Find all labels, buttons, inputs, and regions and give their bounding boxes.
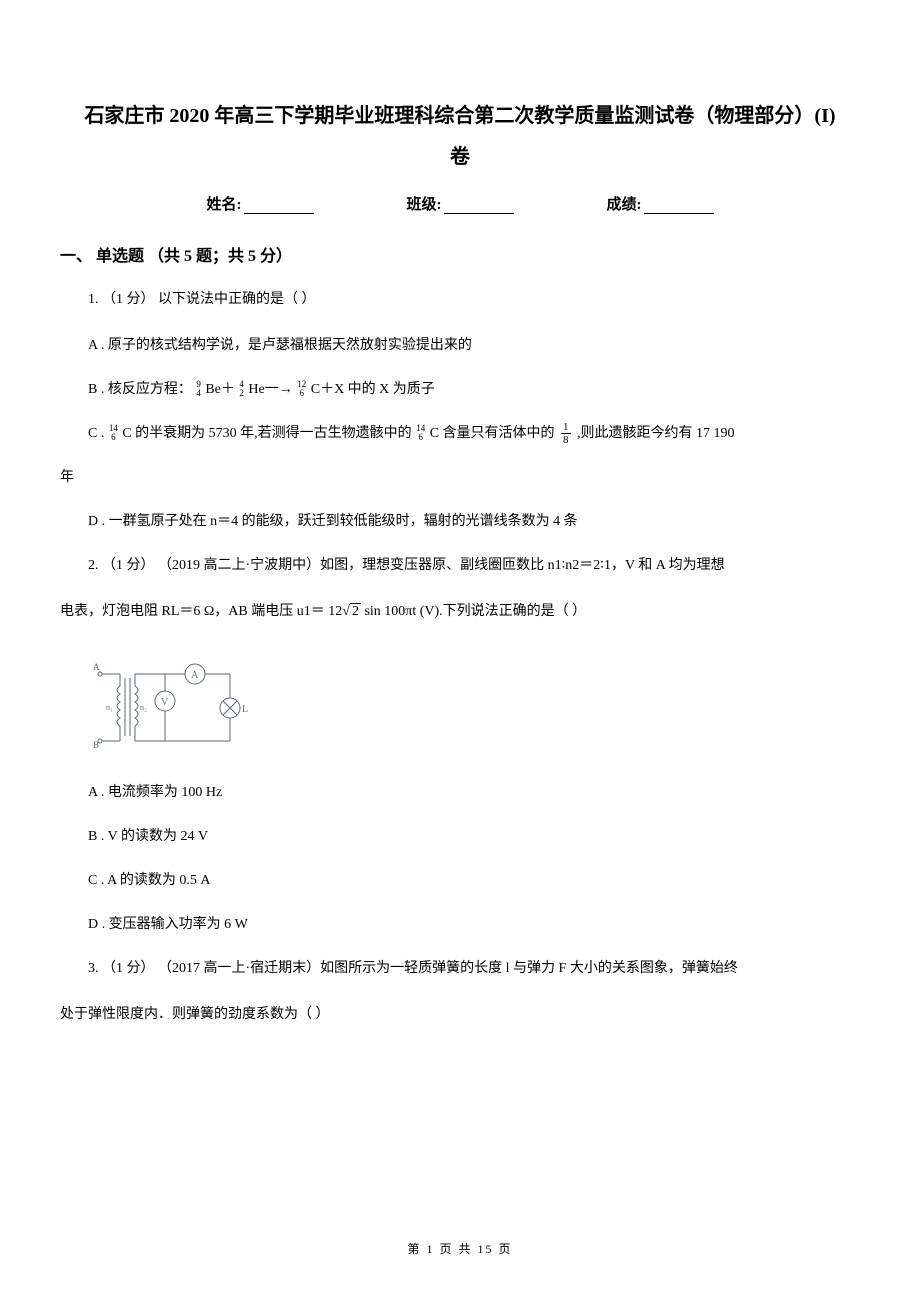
q1-option-d: D . 一群氢原子处在 n＝4 的能级，跃迁到较低能级时，辐射的光谱线条数为 4… [60,508,860,536]
q1c-prefix: C . [88,426,108,441]
q1b-be: Be＋ [205,382,235,397]
svg-text:n₁: n₁ [106,703,113,712]
q1c-mid2: C 含量只有活体中的 [430,426,558,441]
class-field: 班级: [407,193,514,214]
q2-option-a: A . 电流频率为 100 Hz [60,779,860,807]
q2-formula-12sqrt2: 122 [328,598,361,626]
q1c-fraction: 1 8 [561,421,571,446]
q2-stem-prefix: 电表，灯泡电阻 RL＝6 Ω，AB 端电压 u1＝ [60,604,328,619]
q2-stem-line2: 电表，灯泡电阻 RL＝6 Ω，AB 端电压 u1＝ 122 sin 100πt … [60,598,860,626]
svg-text:n₂: n₂ [140,703,147,712]
q1c-c14b-isotope: 14 6 [416,424,425,442]
score-field: 成绩: [607,193,714,214]
q1-option-b: B . 核反应方程： 9 4 Be＋ 4 2 He一→ 12 6 C＋X 中的 … [60,376,860,404]
exam-title-line2: 卷 [60,140,860,169]
q1c-c14-isotope: 14 6 [109,424,118,442]
q1b-he-isotope: 4 2 [239,380,244,398]
svg-text:A: A [191,670,199,681]
q1b-c-isotope: 12 6 [297,380,306,398]
q3-stem-line2: 处于弹性限度内．则弹簧的劲度系数为（ ） [60,1001,860,1029]
q1c-suffix: ,则此遗骸距今约有 17 190 [577,426,735,441]
name-label: 姓名: [207,193,242,214]
q3-stem-line1: 3. （1 分） （2017 高一上·宿迁期末）如图所示为一轻质弹簧的长度 l … [60,955,860,983]
student-info-row: 姓名: 班级: 成绩: [60,193,860,214]
q2-stem-suffix: sin 100πt (V).下列说法正确的是（ ） [364,604,586,619]
score-blank[interactable] [644,196,714,214]
q1-option-c: C . 14 6 C 的半衰期为 5730 年,若测得一古生物遗骸中的 14 6… [60,420,860,448]
q2-option-d: D . 变压器输入功率为 6 W [60,911,860,939]
name-field: 姓名: [207,193,314,214]
q2-stem-line1: 2. （1 分） （2019 高二上·宁波期中）如图，理想变压器原、副线圈匝数比… [60,552,860,580]
q1-option-a: A . 原子的核式结构学说，是卢瑟福根据天然放射实验提出来的 [60,332,860,360]
q1b-he: He一→ [248,382,296,397]
section-1-heading: 一、 单选题 （共 5 题；共 5 分） [60,242,860,266]
q1c-mid1: C 的半衰期为 5730 年,若测得一古生物遗骸中的 [122,426,415,441]
exam-title-line1: 石家庄市 2020 年高三下学期毕业班理科综合第二次教学质量监测试卷（物理部分）… [60,100,860,132]
q1-option-c-line2: 年 [60,464,860,492]
svg-text:V: V [161,697,169,708]
q1b-be-isotope: 9 4 [196,380,201,398]
svg-text:A: A [93,662,100,672]
class-label: 班级: [407,193,442,214]
class-blank[interactable] [444,196,514,214]
q1-stem: 1. （1 分） 以下说法中正确的是（ ） [60,286,860,314]
q1b-c: C＋X 中的 X 为质子 [311,382,435,397]
score-label: 成绩: [607,193,642,214]
circuit-diagram: A B n₁ n₂ A L V [90,656,255,756]
name-blank[interactable] [244,196,314,214]
page-footer: 第 1 页 共 15 页 [0,1240,920,1257]
svg-text:L: L [242,704,248,715]
q1b-prefix: B . 核反应方程： [88,382,192,397]
q2-option-b: B . V 的读数为 24 V [60,823,860,851]
q2-option-c: C . A 的读数为 0.5 A [60,867,860,895]
